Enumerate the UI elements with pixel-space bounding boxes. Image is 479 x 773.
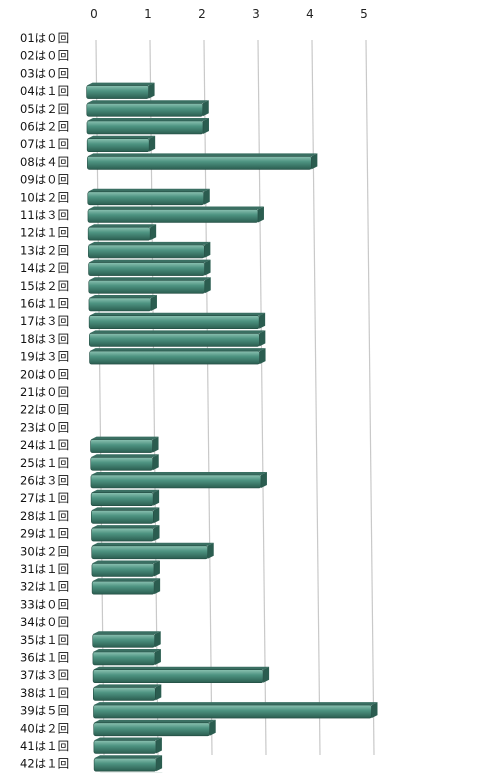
category-label: 33は０回 (20, 597, 69, 611)
category-label: 21は０回 (20, 385, 69, 399)
bar (91, 542, 214, 560)
gridline (365, 39, 375, 756)
category-label: 20は０回 (20, 367, 69, 381)
category-label: 15は２回 (20, 279, 69, 293)
category-label: 42は１回 (20, 757, 69, 771)
bar (93, 719, 216, 737)
bar (87, 206, 264, 223)
bar (91, 507, 160, 524)
category-label: 28は１回 (20, 509, 69, 523)
category-label: 26は３回 (20, 474, 69, 488)
category-label: 13は２回 (20, 243, 69, 257)
bar (88, 312, 266, 330)
x-tick-label: 2 (198, 7, 206, 21)
category-label: 35は１回 (20, 633, 69, 647)
bar (86, 100, 209, 117)
category-label: 27は１回 (20, 491, 69, 505)
bar (88, 295, 157, 312)
bar (91, 578, 161, 595)
category-label: 23は０回 (20, 420, 69, 434)
bar (89, 330, 266, 347)
bar (93, 702, 378, 719)
category-label: 19は３回 (20, 350, 69, 364)
bar (90, 472, 267, 489)
bar (88, 277, 211, 294)
bar (91, 525, 160, 542)
category-label: 12は１回 (20, 226, 69, 240)
category-label: 31は１回 (20, 562, 69, 576)
category-label: 39は５回 (20, 704, 69, 718)
category-label: 10は２回 (20, 190, 69, 204)
bar (88, 259, 211, 276)
x-tick-label: 5 (360, 7, 368, 21)
category-label: 24は１回 (20, 438, 69, 452)
bar (92, 666, 270, 684)
bar (87, 224, 157, 241)
category-label: 41は１回 (20, 739, 69, 753)
category-label: 11は３回 (20, 208, 69, 222)
bar (90, 454, 159, 471)
x-axis-tick-labels: 0 1 2 3 4 5 (90, 7, 368, 21)
gridline (257, 39, 267, 756)
gridline (311, 39, 321, 756)
category-label: 37は３回 (20, 668, 69, 682)
gridline (203, 39, 213, 756)
bar (92, 631, 161, 648)
category-label: 40は２回 (20, 721, 69, 735)
bars (86, 82, 378, 773)
category-label: 34は０回 (20, 615, 69, 629)
x-tick-label: 3 (252, 7, 260, 21)
category-label: 14は２回 (20, 261, 69, 275)
x-tick-label: 4 (306, 7, 314, 21)
category-label: 38は１回 (20, 686, 69, 700)
bar (87, 153, 318, 170)
bar (93, 684, 162, 701)
category-label: 09は０回 (20, 173, 69, 187)
bar (86, 135, 156, 152)
category-label: 18は３回 (20, 332, 69, 346)
category-label: 01は０回 (20, 31, 69, 45)
category-label: 04は１回 (20, 84, 69, 98)
bar (91, 560, 160, 577)
bar (86, 118, 209, 135)
category-label: 08は４回 (20, 155, 69, 169)
category-label: 29は１回 (20, 527, 69, 541)
category-label: 25は１回 (20, 456, 69, 470)
bar (87, 188, 210, 206)
category-label: 30は２回 (20, 544, 69, 558)
category-label: 22は０回 (20, 403, 69, 417)
bar (88, 241, 211, 259)
category-label: 05は２回 (20, 102, 69, 116)
bar (89, 348, 266, 365)
bar (93, 755, 163, 772)
bar (86, 82, 155, 99)
bar (90, 489, 160, 507)
category-label: 03は０回 (20, 66, 69, 80)
bar (92, 649, 161, 666)
category-label: 02は０回 (20, 49, 69, 63)
category-label: 36は１回 (20, 651, 69, 665)
bar (93, 737, 162, 754)
category-labels: 01は０回 02は０回 03は０回 04は１回 05は２回 06は２回 07は１回 08は４回… (20, 31, 69, 771)
x-tick-label: 0 (90, 7, 98, 21)
category-label: 32は１回 (20, 580, 69, 594)
category-label: 07は１回 (20, 137, 69, 151)
x-tick-label: 1 (144, 7, 152, 21)
category-label: 16は１回 (20, 297, 69, 311)
bar (90, 436, 159, 453)
category-label: 06は２回 (20, 120, 69, 134)
category-label: 17は３回 (20, 314, 69, 328)
